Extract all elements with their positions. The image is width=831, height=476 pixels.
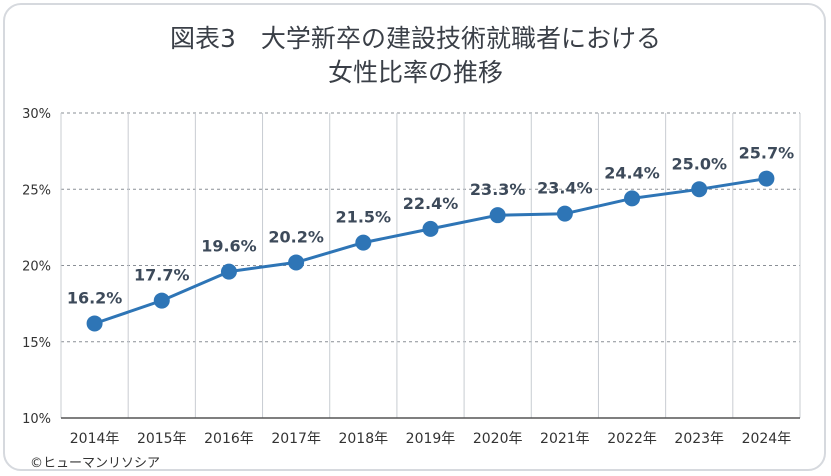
x-tick-label: 2018年 xyxy=(338,431,388,447)
data-label: 25.7% xyxy=(739,144,795,163)
data-label: 25.0% xyxy=(671,154,727,173)
data-point xyxy=(86,315,103,332)
data-label: 20.2% xyxy=(268,227,324,246)
x-tick-label: 2019年 xyxy=(406,431,456,447)
data-point xyxy=(355,234,372,251)
x-tick-label: 2022年 xyxy=(607,431,657,447)
data-label: 17.7% xyxy=(134,266,190,285)
data-point xyxy=(220,263,237,280)
data-label: 16.2% xyxy=(67,288,123,307)
data-point xyxy=(758,170,775,187)
data-label: 21.5% xyxy=(336,208,392,227)
x-tick-label: 2024年 xyxy=(742,431,792,447)
data-label: 22.4% xyxy=(403,194,459,213)
chart-card xyxy=(3,3,826,471)
x-tick-label: 2021年 xyxy=(540,431,590,447)
data-point xyxy=(556,205,573,222)
data-label: 23.3% xyxy=(470,180,526,199)
data-label: 23.4% xyxy=(537,179,593,198)
y-tick-label: 25% xyxy=(22,183,51,198)
copyright-text: ©ヒューマンリソシア xyxy=(30,456,161,471)
data-points xyxy=(86,170,775,332)
x-tick-label: 2016年 xyxy=(204,431,254,447)
data-point xyxy=(153,292,170,309)
y-tick-label: 15% xyxy=(22,336,51,351)
data-point xyxy=(691,181,708,198)
y-tick-labels: 10% 15% 20% 25% 30% xyxy=(22,107,51,427)
x-tick-labels: 2014年 2015年 2016年 2017年 2018年 2019年 2020年 2021年… xyxy=(70,431,791,447)
data-label: 19.6% xyxy=(201,237,257,256)
chart-title-line-1: 図表3 大学新卒の建設技術就職者における xyxy=(170,24,661,53)
data-label: 24.4% xyxy=(604,163,660,182)
y-tick-label: 10% xyxy=(22,412,51,427)
chart-title-line-2: 女性比率の推移 xyxy=(327,58,503,87)
x-tick-label: 2015年 xyxy=(137,431,187,447)
y-tick-label: 30% xyxy=(22,107,51,122)
x-tick-label: 2017年 xyxy=(271,431,321,447)
x-tick-label: 2014年 xyxy=(70,431,120,447)
x-tick-label: 2020年 xyxy=(473,431,523,447)
data-point xyxy=(288,254,305,271)
data-point xyxy=(624,190,641,207)
data-point xyxy=(422,220,439,237)
y-tick-label: 20% xyxy=(22,260,51,275)
data-point xyxy=(489,207,506,224)
data-labels: 16.2% 17.7% 19.6% 20.2% 21.5% 22.4% 23.3% 23.4%… xyxy=(67,144,794,308)
x-tick-label: 2023年 xyxy=(674,431,724,447)
